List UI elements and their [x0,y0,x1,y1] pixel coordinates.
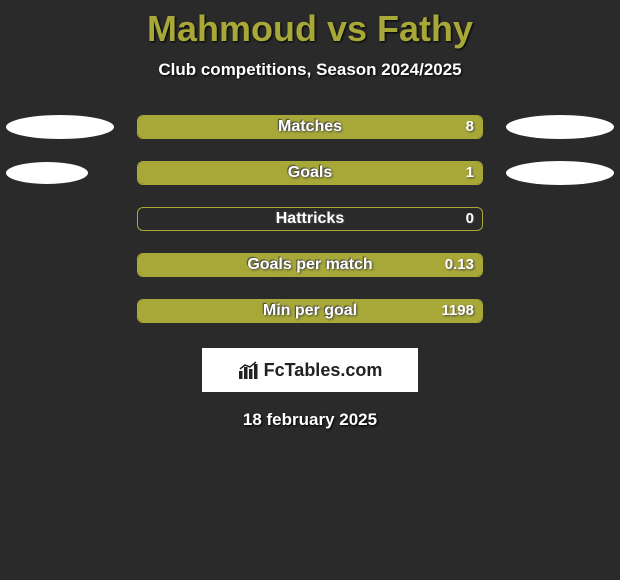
stat-bar-fill [138,116,482,138]
date-label: 18 february 2025 [0,410,620,430]
logo: FcTables.com [238,360,383,381]
comparison-rows: Matches8 Goals1 Hattricks0 Goals per match0… [0,104,620,334]
stat-bar: Goals1 [137,161,483,185]
stat-bar-fill [138,254,482,276]
stat-value: 0 [466,210,474,227]
stat-row: Matches8 [0,104,620,150]
player-right-marker [506,161,614,185]
player-right-marker [506,115,614,139]
bars-icon [238,361,260,379]
page-title: Mahmoud vs Fathy [0,0,620,50]
subtitle: Club competitions, Season 2024/2025 [0,60,620,80]
stat-bar: Hattricks0 [137,207,483,231]
stat-bar: Matches8 [137,115,483,139]
stat-bar-fill [138,162,482,184]
stat-bar-fill [138,300,482,322]
logo-text: FcTables.com [264,360,383,381]
stat-row: Goals1 [0,150,620,196]
stat-bar: Goals per match0.13 [137,253,483,277]
logo-box: FcTables.com [202,348,418,392]
stat-label: Hattricks [138,210,482,228]
stat-bar: Min per goal1198 [137,299,483,323]
player-left-marker [6,115,114,139]
stat-row: Hattricks0 [0,196,620,242]
stat-row: Min per goal1198 [0,288,620,334]
player-left-marker [6,162,88,184]
stat-row: Goals per match0.13 [0,242,620,288]
